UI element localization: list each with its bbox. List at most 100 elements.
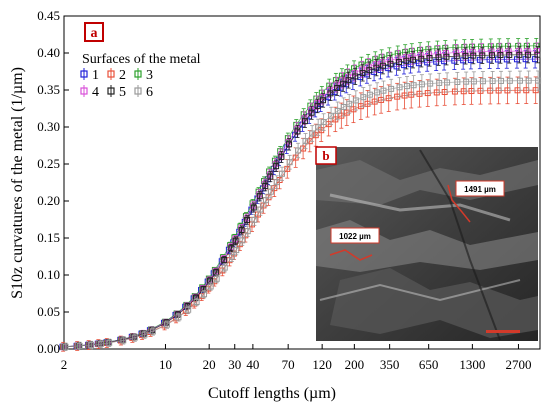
inset-label-box xyxy=(315,146,337,165)
data-point xyxy=(534,51,541,58)
data-point xyxy=(436,79,443,86)
data-point xyxy=(417,52,424,59)
legend-marker xyxy=(134,70,142,78)
data-point xyxy=(334,107,341,114)
data-point xyxy=(320,97,327,104)
data-point xyxy=(506,77,513,84)
data-point xyxy=(267,173,274,180)
data-point xyxy=(238,226,245,233)
data-point xyxy=(141,331,148,338)
data-point xyxy=(443,53,450,60)
data-point xyxy=(380,87,387,94)
data-point xyxy=(403,57,410,64)
data-point xyxy=(193,299,200,306)
x-tick-label: 70 xyxy=(282,357,295,372)
legend-marker xyxy=(134,87,142,95)
data-point xyxy=(320,119,327,126)
x-tick-label: 2 xyxy=(61,357,68,372)
data-point xyxy=(426,54,433,61)
data-point xyxy=(340,103,347,110)
inset-trace-1022 xyxy=(329,249,373,261)
data-point xyxy=(315,124,322,131)
y-tick-label: 0.00 xyxy=(37,341,60,356)
data-point xyxy=(470,52,477,59)
legend-label: 5 xyxy=(119,85,126,100)
x-tick-label: 350 xyxy=(380,357,400,372)
legend-marker xyxy=(107,70,115,78)
data-point xyxy=(149,328,156,335)
data-point xyxy=(469,48,476,55)
data-point xyxy=(131,334,138,341)
data-point xyxy=(395,55,402,62)
legend-item-3: 3 xyxy=(134,68,153,83)
data-point xyxy=(326,87,333,94)
x-tick-label: 40 xyxy=(246,357,259,372)
data-point xyxy=(294,128,301,135)
data-point xyxy=(193,294,200,301)
data-point xyxy=(221,256,228,263)
data-point xyxy=(201,291,208,298)
legend-marker xyxy=(107,87,115,95)
x-axis-ticks: 2 10 20 30 40 70 120 200 350 650 1300 2700 xyxy=(61,344,531,372)
panel-label-a: a xyxy=(84,22,104,42)
data-point xyxy=(308,109,315,116)
y-axis-ticks: 0.00 0.05 0.10 0.15 0.20 0.25 0.30 0.35 0.40 0.45 xyxy=(37,8,69,356)
data-point xyxy=(273,163,280,170)
y-tick-label: 0.25 xyxy=(37,156,60,171)
data-point xyxy=(379,59,386,66)
legend-label: 1 xyxy=(92,68,99,83)
data-point xyxy=(387,60,394,67)
x-axis-label: Cutoff lengths (µm) xyxy=(208,385,336,402)
x-tick-label: 10 xyxy=(159,357,172,372)
inset-slip-band-1 xyxy=(329,193,511,222)
data-point xyxy=(239,237,246,244)
data-point xyxy=(313,99,320,106)
data-point xyxy=(479,78,486,85)
series-6 xyxy=(62,70,542,351)
x-tick-label: 120 xyxy=(312,357,332,372)
data-point xyxy=(360,94,367,101)
data-point xyxy=(463,78,470,85)
data-point xyxy=(410,82,417,89)
data-point xyxy=(76,342,83,349)
plot-frame xyxy=(63,15,541,350)
plot-border xyxy=(63,15,541,350)
data-point xyxy=(395,59,402,66)
y-axis-label: S10z curvatures of the metal (1/µm) xyxy=(9,67,26,299)
data-point xyxy=(497,52,504,59)
x-tick-label: 30 xyxy=(228,357,241,372)
data-point xyxy=(418,81,425,88)
data-point xyxy=(478,48,485,55)
data-point xyxy=(453,49,460,56)
data-point xyxy=(366,91,373,98)
data-point xyxy=(359,66,366,73)
x-tick-label: 1300 xyxy=(459,357,485,372)
inset-boundary-1 xyxy=(419,149,501,341)
data-point xyxy=(333,81,340,88)
series-layer xyxy=(59,38,542,352)
data-point xyxy=(435,54,442,61)
data-point xyxy=(339,77,346,84)
data-point xyxy=(372,61,379,68)
y-tick-label: 0.35 xyxy=(37,82,60,97)
data-point xyxy=(262,197,269,204)
legend-item-2: 2 xyxy=(107,68,126,83)
data-point xyxy=(379,62,386,69)
data-point xyxy=(62,343,69,350)
data-point xyxy=(175,314,182,321)
data-point xyxy=(340,80,347,87)
data-point xyxy=(505,48,512,55)
data-point xyxy=(352,97,359,104)
data-point xyxy=(309,130,316,137)
legend-label: 3 xyxy=(146,68,153,83)
data-point xyxy=(516,51,523,58)
data-point xyxy=(496,48,503,55)
series-line xyxy=(65,80,539,348)
x-tick-label: 20 xyxy=(203,357,216,372)
data-point xyxy=(256,193,263,200)
inset-annotation-1022-box xyxy=(330,227,380,244)
y-tick-label: 0.30 xyxy=(37,119,60,134)
data-point xyxy=(516,77,523,84)
data-point xyxy=(213,275,220,282)
